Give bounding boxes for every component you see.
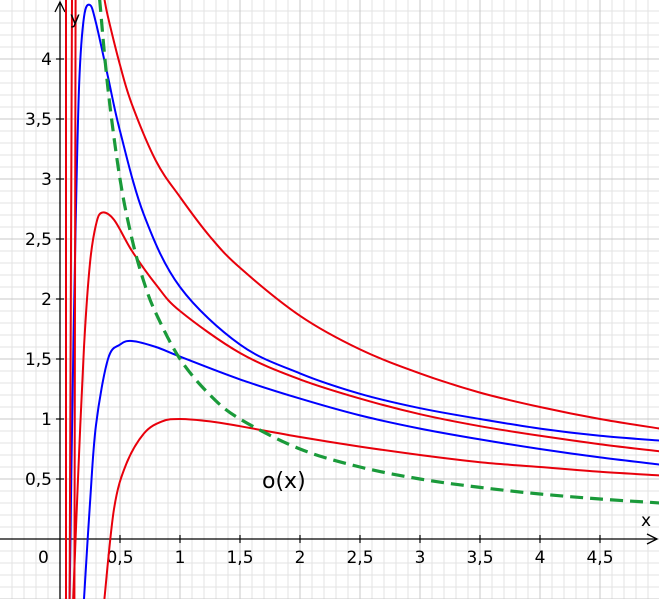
series-o-x-dashed-curve <box>98 0 659 505</box>
x-axis-arrow <box>646 533 659 545</box>
curve-annotation-o-of-x: o(x) <box>262 469 306 494</box>
y-tick-label: 4 <box>41 50 52 70</box>
x-tick-label: 3,5 <box>466 548 493 568</box>
y-tick-label: 2 <box>41 290 52 310</box>
y-axis-label: y <box>70 9 80 29</box>
tick-marks <box>56 58 601 543</box>
series-curve-6 <box>103 0 659 430</box>
y-tick-label: 1 <box>41 410 52 430</box>
series-curve-3 <box>72 211 659 599</box>
tick-labels: 0,5 1 1,5 2 2,5 3 3,5 4 4,5 0,5 1 1,5 2 2,5 3 3,5 4 <box>25 50 614 568</box>
x-tick-label: 2 <box>295 548 306 568</box>
x-tick-label: 2,5 <box>346 548 373 568</box>
series-curve-1 <box>103 418 659 599</box>
y-tick-label: 3,5 <box>25 110 52 130</box>
series-curves <box>65 0 659 599</box>
y-tick-label: 0,5 <box>25 470 52 490</box>
x-tick-label: 1,5 <box>226 548 253 568</box>
y-tick-label: 2,5 <box>25 230 52 250</box>
series-curve-4 <box>68 3 659 599</box>
y-axis-arrow <box>54 0 66 13</box>
x-tick-label: 0,5 <box>106 548 133 568</box>
origin-label: 0 <box>38 548 49 568</box>
y-tick-label: 1,5 <box>25 350 52 370</box>
x-tick-label: 3 <box>415 548 426 568</box>
x-tick-label: 4,5 <box>586 548 613 568</box>
x-axis-label: x <box>641 511 651 531</box>
x-tick-label: 1 <box>175 548 186 568</box>
series-curve-2 <box>83 339 659 599</box>
series-curve-5 <box>65 0 77 599</box>
y-tick-label: 3 <box>41 170 52 190</box>
x-tick-label: 4 <box>535 548 546 568</box>
